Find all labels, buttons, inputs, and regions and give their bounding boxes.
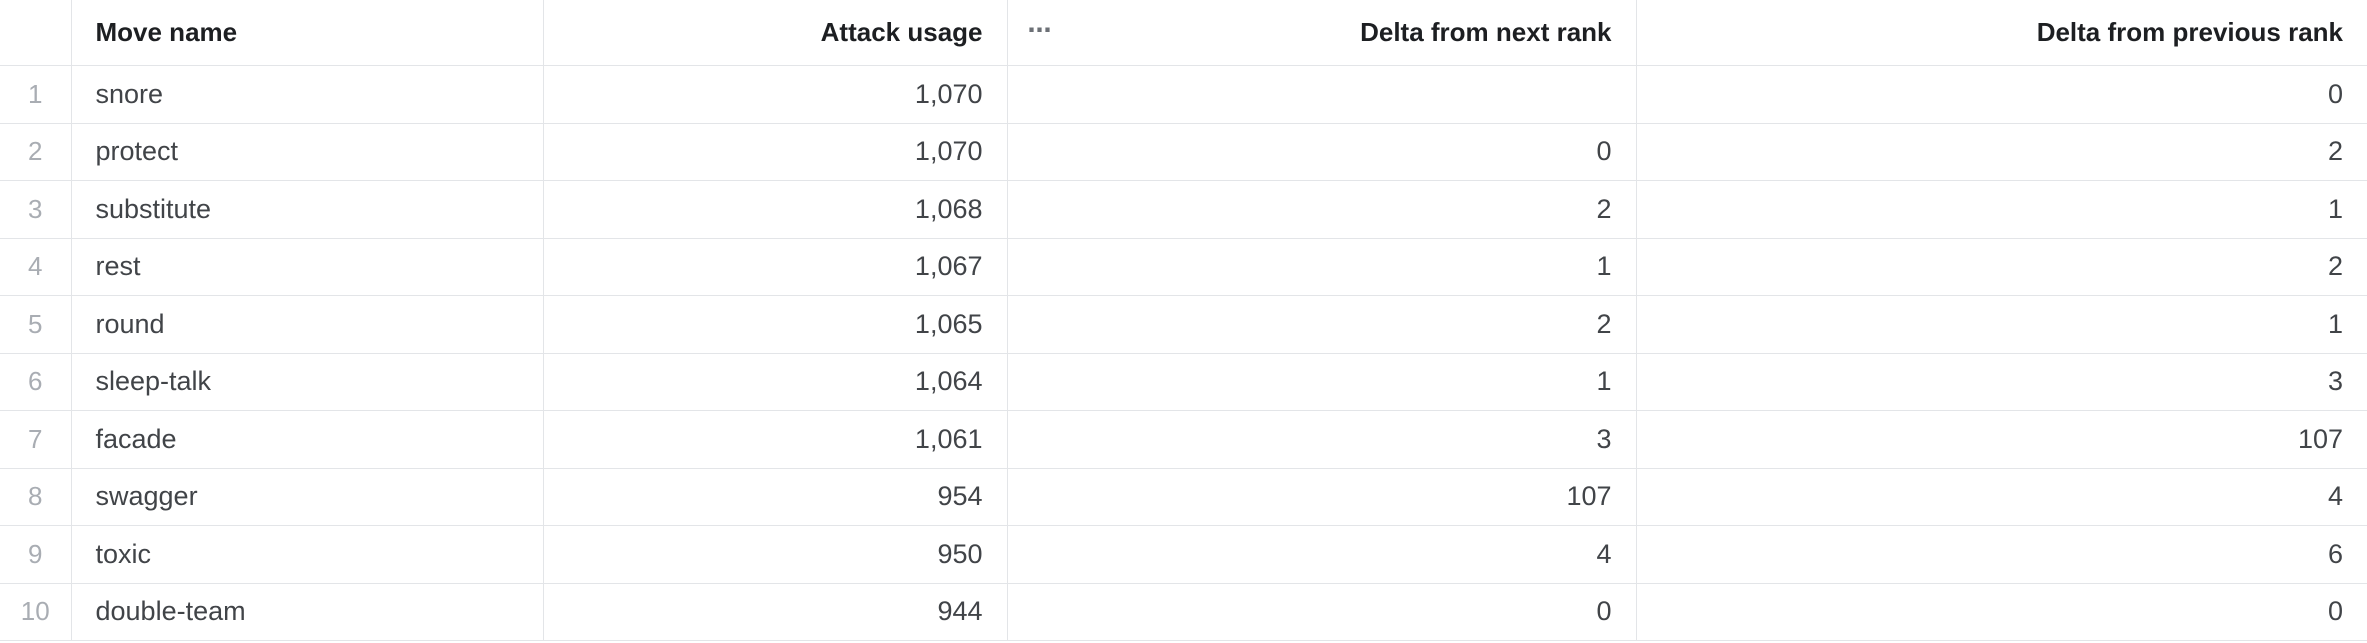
table-row[interactable]: 3 substitute 1,068 2 1 bbox=[0, 180, 2367, 239]
column-header-delta-previous-rank[interactable]: Delta from previous rank bbox=[1636, 0, 2367, 66]
row-index-cell: 6 bbox=[0, 353, 72, 411]
table-row[interactable]: 5 round 1,065 2 1 bbox=[0, 295, 2367, 354]
row-index-cell: 5 bbox=[0, 295, 72, 354]
table-row[interactable]: 7 facade 1,061 3 107 bbox=[0, 410, 2367, 469]
move-name-cell[interactable]: rest bbox=[71, 238, 544, 296]
move-name-cell[interactable]: facade bbox=[71, 410, 544, 469]
table-row[interactable]: 2 protect 1,070 0 2 bbox=[0, 123, 2367, 181]
row-index-cell: 7 bbox=[0, 410, 72, 469]
column-header-move-name[interactable]: Move name bbox=[71, 0, 544, 66]
attack-usage-cell[interactable]: 1,065 bbox=[543, 295, 1008, 354]
table-row[interactable]: 6 sleep-talk 1,064 1 3 bbox=[0, 353, 2367, 411]
table-row[interactable]: 9 toxic 950 4 6 bbox=[0, 525, 2367, 584]
delta-previous-rank-cell[interactable]: 0 bbox=[1636, 65, 2367, 124]
attack-usage-cell[interactable]: 1,061 bbox=[543, 410, 1008, 469]
delta-previous-rank-cell[interactable]: 4 bbox=[1636, 468, 2367, 526]
delta-next-rank-cell[interactable]: 0 bbox=[1007, 123, 1637, 181]
delta-next-rank-cell[interactable]: 1 bbox=[1007, 353, 1637, 411]
attack-usage-cell[interactable]: 954 bbox=[543, 468, 1008, 526]
move-name-cell[interactable]: swagger bbox=[71, 468, 544, 526]
table-header: Move name Attack usage ⋯ Delta from next… bbox=[0, 0, 2367, 66]
move-name-cell[interactable]: toxic bbox=[71, 525, 544, 584]
delta-next-rank-cell[interactable]: 3 bbox=[1007, 410, 1637, 469]
delta-previous-rank-cell[interactable]: 107 bbox=[1636, 410, 2367, 469]
column-header-attack-usage[interactable]: Attack usage bbox=[543, 0, 1008, 66]
row-index-cell: 1 bbox=[0, 65, 72, 124]
table-row[interactable]: 10 double-team 944 0 0 bbox=[0, 583, 2367, 641]
delta-previous-rank-cell[interactable]: 2 bbox=[1636, 123, 2367, 181]
attack-usage-cell[interactable]: 1,070 bbox=[543, 65, 1008, 124]
delta-next-rank-cell[interactable]: 2 bbox=[1007, 180, 1637, 239]
row-index-header bbox=[0, 0, 72, 66]
delta-previous-rank-cell[interactable]: 6 bbox=[1636, 525, 2367, 584]
table-body: 1 snore 1,070 0 2 protect 1,070 0 2 3 substitute 1,… bbox=[0, 65, 2367, 641]
row-index-cell: 2 bbox=[0, 123, 72, 181]
row-index-cell: 10 bbox=[0, 583, 72, 641]
row-index-cell: 8 bbox=[0, 468, 72, 526]
table-row[interactable]: 4 rest 1,067 1 2 bbox=[0, 238, 2367, 296]
delta-next-rank-cell[interactable]: 4 bbox=[1007, 525, 1637, 584]
move-name-cell[interactable]: protect bbox=[71, 123, 544, 181]
delta-previous-rank-cell[interactable]: 3 bbox=[1636, 353, 2367, 411]
delta-previous-rank-cell[interactable]: 0 bbox=[1636, 583, 2367, 641]
move-name-cell[interactable]: round bbox=[71, 295, 544, 354]
delta-next-rank-cell[interactable]: 1 bbox=[1007, 238, 1637, 296]
attack-usage-cell[interactable]: 1,068 bbox=[543, 180, 1008, 239]
delta-previous-rank-cell[interactable]: 2 bbox=[1636, 238, 2367, 296]
move-name-cell[interactable]: substitute bbox=[71, 180, 544, 239]
attack-usage-cell[interactable]: 1,064 bbox=[543, 353, 1008, 411]
move-name-cell[interactable]: sleep-talk bbox=[71, 353, 544, 411]
row-index-cell: 9 bbox=[0, 525, 72, 584]
column-header-delta-next-rank[interactable]: ⋯ Delta from next rank bbox=[1007, 0, 1637, 66]
delta-next-rank-cell[interactable]: 0 bbox=[1007, 583, 1637, 641]
table-row[interactable]: 1 snore 1,070 0 bbox=[0, 65, 2367, 124]
delta-next-rank-cell[interactable] bbox=[1007, 65, 1637, 124]
row-index-cell: 3 bbox=[0, 180, 72, 239]
row-index-cell: 4 bbox=[0, 238, 72, 296]
table-row[interactable]: 8 swagger 954 107 4 bbox=[0, 468, 2367, 526]
column-menu-icon[interactable]: ⋯ bbox=[1027, 16, 1053, 44]
attack-usage-cell[interactable]: 1,067 bbox=[543, 238, 1008, 296]
move-name-cell[interactable]: snore bbox=[71, 65, 544, 124]
attack-usage-cell[interactable]: 1,070 bbox=[543, 123, 1008, 181]
delta-next-rank-cell[interactable]: 107 bbox=[1007, 468, 1637, 526]
delta-previous-rank-cell[interactable]: 1 bbox=[1636, 295, 2367, 354]
attack-usage-cell[interactable]: 950 bbox=[543, 525, 1008, 584]
move-name-cell[interactable]: double-team bbox=[71, 583, 544, 641]
delta-next-rank-cell[interactable]: 2 bbox=[1007, 295, 1637, 354]
delta-previous-rank-cell[interactable]: 1 bbox=[1636, 180, 2367, 239]
header-row: Move name Attack usage ⋯ Delta from next… bbox=[0, 0, 2367, 66]
column-header-label: Delta from next rank bbox=[1360, 17, 1612, 47]
attack-usage-cell[interactable]: 944 bbox=[543, 583, 1008, 641]
